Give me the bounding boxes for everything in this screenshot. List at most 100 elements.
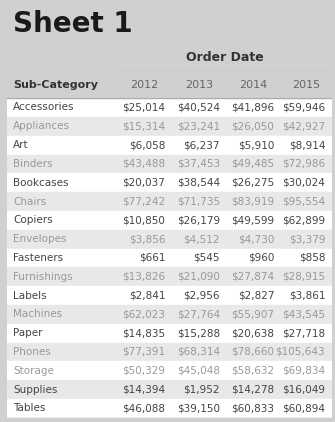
Bar	[7, 249, 332, 268]
Text: $27,764: $27,764	[177, 309, 220, 319]
Text: Machines: Machines	[13, 309, 62, 319]
Text: Tables: Tables	[13, 403, 46, 414]
Text: Copiers: Copiers	[13, 215, 53, 225]
Text: $59,946: $59,946	[282, 103, 325, 113]
Text: 2013: 2013	[185, 80, 213, 89]
Text: $49,485: $49,485	[231, 159, 274, 169]
Text: $105,643: $105,643	[275, 347, 325, 357]
Bar	[7, 324, 332, 343]
Text: $23,241: $23,241	[177, 121, 220, 131]
Text: $41,896: $41,896	[231, 103, 274, 113]
Text: Labels: Labels	[13, 290, 47, 300]
Text: $15,288: $15,288	[177, 328, 220, 338]
Text: $2,956: $2,956	[183, 290, 220, 300]
Text: $71,735: $71,735	[177, 197, 220, 206]
Text: $28,915: $28,915	[282, 272, 325, 282]
Text: $3,856: $3,856	[129, 234, 165, 244]
Text: $14,835: $14,835	[122, 328, 165, 338]
Text: Binders: Binders	[13, 159, 53, 169]
Text: Accessories: Accessories	[13, 103, 75, 113]
Text: Phones: Phones	[13, 347, 51, 357]
Text: $4,512: $4,512	[183, 234, 220, 244]
Text: Supplies: Supplies	[13, 384, 58, 395]
Text: $858: $858	[298, 253, 325, 263]
Text: $6,058: $6,058	[129, 140, 165, 150]
Text: $6,237: $6,237	[183, 140, 220, 150]
Text: $27,874: $27,874	[231, 272, 274, 282]
Text: $95,554: $95,554	[282, 197, 325, 206]
Text: $5,910: $5,910	[238, 140, 274, 150]
Text: 2014: 2014	[240, 80, 268, 89]
Text: Paper: Paper	[13, 328, 43, 338]
Text: $27,718: $27,718	[282, 328, 325, 338]
Text: 2012: 2012	[130, 80, 158, 89]
Text: $60,833: $60,833	[231, 403, 274, 414]
Text: $68,314: $68,314	[177, 347, 220, 357]
Text: $545: $545	[193, 253, 220, 263]
Text: Sub-Category: Sub-Category	[13, 80, 98, 89]
Text: $39,150: $39,150	[177, 403, 220, 414]
Text: $62,899: $62,899	[282, 215, 325, 225]
Text: $46,088: $46,088	[122, 403, 165, 414]
Bar	[7, 173, 332, 192]
Text: Envelopes: Envelopes	[13, 234, 67, 244]
Text: $8,914: $8,914	[289, 140, 325, 150]
Bar	[7, 399, 332, 418]
Text: $2,827: $2,827	[238, 290, 274, 300]
Text: $14,278: $14,278	[231, 384, 274, 395]
Text: Art: Art	[13, 140, 29, 150]
Bar	[7, 343, 332, 361]
Text: Order Date: Order Date	[186, 51, 263, 64]
Text: $78,660: $78,660	[231, 347, 274, 357]
Text: $55,907: $55,907	[231, 309, 274, 319]
Bar	[7, 154, 332, 173]
Text: $2,841: $2,841	[129, 290, 165, 300]
Text: $15,314: $15,314	[122, 121, 165, 131]
Text: Chairs: Chairs	[13, 197, 47, 206]
Bar	[7, 286, 332, 305]
Text: Appliances: Appliances	[13, 121, 70, 131]
Text: $13,826: $13,826	[122, 272, 165, 282]
Text: 2015: 2015	[292, 80, 320, 89]
Text: $3,861: $3,861	[289, 290, 325, 300]
Text: $26,050: $26,050	[231, 121, 274, 131]
Text: $42,927: $42,927	[282, 121, 325, 131]
Text: Storage: Storage	[13, 366, 54, 376]
Text: $49,599: $49,599	[231, 215, 274, 225]
Text: $14,394: $14,394	[122, 384, 165, 395]
Text: $72,986: $72,986	[282, 159, 325, 169]
Text: $20,638: $20,638	[231, 328, 274, 338]
Text: $58,632: $58,632	[231, 366, 274, 376]
Text: Sheet 1: Sheet 1	[13, 11, 133, 38]
Text: $60,894: $60,894	[282, 403, 325, 414]
Bar	[7, 211, 332, 230]
Bar	[7, 380, 332, 399]
Text: $30,024: $30,024	[282, 178, 325, 188]
Bar	[7, 136, 332, 154]
Text: $16,049: $16,049	[282, 384, 325, 395]
Text: $77,391: $77,391	[122, 347, 165, 357]
Text: $26,179: $26,179	[177, 215, 220, 225]
Text: Furnishings: Furnishings	[13, 272, 73, 282]
Text: $37,453: $37,453	[177, 159, 220, 169]
Text: $43,545: $43,545	[282, 309, 325, 319]
Text: $38,544: $38,544	[177, 178, 220, 188]
Text: $20,037: $20,037	[122, 178, 165, 188]
Text: $10,850: $10,850	[122, 215, 165, 225]
Text: Bookcases: Bookcases	[13, 178, 69, 188]
Text: $1,952: $1,952	[183, 384, 220, 395]
Text: $21,090: $21,090	[177, 272, 220, 282]
Text: $62,023: $62,023	[122, 309, 165, 319]
Text: Fasteners: Fasteners	[13, 253, 63, 263]
Text: $77,242: $77,242	[122, 197, 165, 206]
Bar	[7, 230, 332, 249]
Bar	[7, 268, 332, 286]
Text: $83,919: $83,919	[231, 197, 274, 206]
Text: $25,014: $25,014	[122, 103, 165, 113]
Bar	[7, 98, 332, 117]
Text: $661: $661	[139, 253, 165, 263]
Text: $45,048: $45,048	[177, 366, 220, 376]
Bar	[7, 192, 332, 211]
Text: $40,524: $40,524	[177, 103, 220, 113]
Bar	[7, 117, 332, 136]
